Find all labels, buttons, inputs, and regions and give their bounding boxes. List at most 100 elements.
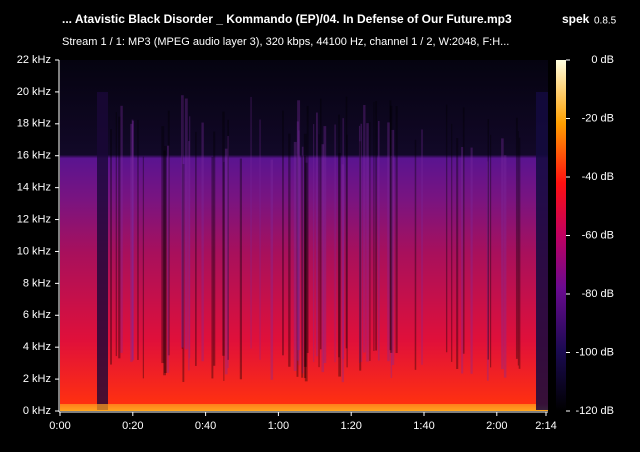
streak: [359, 141, 362, 371]
y-tick-label: 22 kHz: [17, 54, 51, 66]
file-title: ... Atavistic Black Disorder _ Kommando …: [62, 12, 512, 26]
app-name: spek: [562, 12, 590, 26]
streak: [297, 100, 301, 351]
streak: [462, 107, 465, 354]
streak: [390, 105, 393, 353]
streak: [303, 133, 307, 367]
streak: [346, 134, 348, 368]
streak: [341, 164, 344, 383]
streak: [490, 134, 492, 368]
app-version: 0.8.5: [594, 16, 617, 27]
streak: [321, 144, 325, 373]
streak: [306, 105, 309, 353]
x-tick-label: 0:00: [49, 420, 70, 432]
streak: [282, 110, 284, 356]
streak: [227, 135, 229, 368]
streak: [115, 112, 117, 357]
streak: [470, 147, 473, 374]
streak: [288, 133, 291, 367]
streak: [182, 163, 185, 382]
streak: [188, 141, 190, 371]
streak: [250, 96, 252, 349]
streak: [301, 146, 304, 374]
x-tick-label: 1:20: [340, 420, 361, 432]
axes: 22 kHz 20 kHz 18 kHz 16 kHz 14 kHz 12 kHz 10 k…: [17, 54, 614, 432]
streak: [303, 156, 307, 379]
streak: [166, 145, 170, 373]
y-tick-label: 20 kHz: [17, 86, 51, 98]
streak: [189, 116, 191, 359]
streak: [211, 156, 214, 379]
y-tick-label: 0 kHz: [23, 405, 51, 417]
streak: [391, 129, 395, 365]
streak: [414, 139, 417, 370]
streak: [377, 120, 380, 361]
streak: [389, 100, 392, 351]
streak: [184, 98, 188, 350]
streak: [318, 134, 320, 368]
y-tick-label: 2 kHz: [23, 373, 51, 385]
streak: [301, 155, 304, 378]
streak: [296, 153, 299, 377]
streak: [363, 105, 366, 353]
level-tick-label: -80 dB: [582, 288, 614, 300]
streak: [501, 138, 504, 370]
streak: [456, 137, 459, 369]
level-tick-label: -20 dB: [582, 112, 614, 124]
streak: [110, 129, 112, 365]
x-tick-label: 2:00: [486, 420, 507, 432]
streak: [360, 123, 363, 362]
streak: [223, 161, 225, 381]
x-tick-label: 0:20: [122, 420, 143, 432]
streak: [270, 159, 274, 380]
level-tick-label: -60 dB: [582, 229, 614, 241]
streak: [342, 118, 344, 360]
streak: [195, 131, 197, 366]
level-tick-label: 0 dB: [591, 54, 614, 66]
streak: [164, 145, 167, 373]
y-tick-label: 14 kHz: [17, 182, 51, 194]
streak: [161, 126, 165, 364]
streak: [296, 121, 299, 361]
streak: [451, 123, 453, 362]
streak: [227, 119, 229, 360]
streak: [445, 104, 448, 353]
streak: [369, 121, 371, 361]
y-tick-label: 8 kHz: [23, 277, 51, 289]
streak: [224, 148, 228, 375]
streak: [298, 130, 300, 366]
streak: [503, 155, 507, 378]
streak: [395, 106, 398, 354]
streak: [375, 101, 378, 351]
streak: [167, 110, 170, 356]
streak: [373, 101, 375, 351]
streak: [487, 119, 490, 360]
streak: [387, 122, 390, 362]
streak: [390, 155, 393, 378]
streak: [334, 124, 336, 363]
streak: [131, 119, 134, 360]
streak: [486, 161, 489, 381]
streak: [137, 119, 139, 360]
streak: [181, 97, 183, 349]
y-tick-label: 4 kHz: [23, 341, 51, 353]
level-tick-label: -40 dB: [582, 171, 614, 183]
streak: [461, 147, 464, 374]
streak: [201, 122, 204, 362]
streak: [366, 123, 369, 362]
streak: [120, 105, 123, 353]
streak: [163, 150, 166, 376]
y-tick-label: 10 kHz: [17, 245, 51, 257]
level-tick-label: -100 dB: [575, 346, 614, 358]
streak: [118, 116, 121, 359]
streak: [319, 98, 322, 350]
y-tick-label: 12 kHz: [17, 213, 51, 225]
level-tick-label: -120 dB: [575, 405, 614, 417]
streak: [222, 111, 225, 356]
streak: [345, 96, 348, 349]
streak: [515, 117, 518, 359]
streak: [313, 124, 315, 363]
streak: [338, 114, 340, 358]
y-tick-label: 16 kHz: [17, 150, 51, 162]
streak: [259, 119, 261, 360]
